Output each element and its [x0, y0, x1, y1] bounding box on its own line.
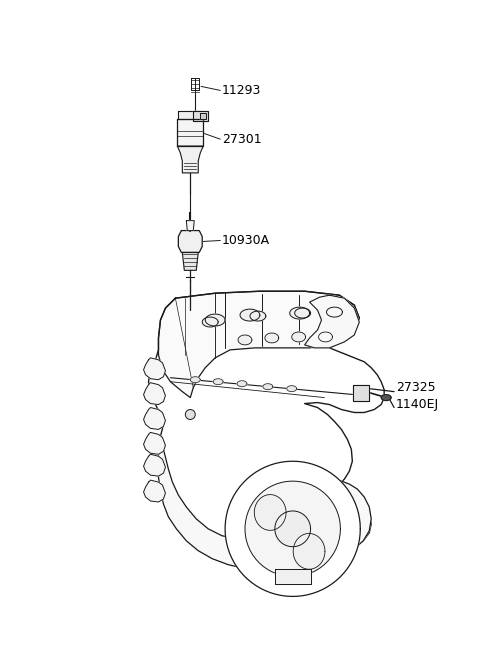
Polygon shape	[240, 309, 260, 321]
Polygon shape	[144, 480, 166, 502]
Polygon shape	[202, 317, 218, 327]
Polygon shape	[193, 112, 208, 121]
Polygon shape	[295, 308, 311, 318]
Polygon shape	[144, 382, 166, 405]
Text: 11293: 11293	[222, 84, 262, 97]
Polygon shape	[213, 379, 223, 384]
Polygon shape	[353, 384, 369, 401]
Text: 27301: 27301	[222, 133, 262, 146]
Text: 1140EJ: 1140EJ	[396, 398, 439, 411]
Polygon shape	[238, 335, 252, 345]
Polygon shape	[263, 384, 273, 390]
Polygon shape	[158, 291, 360, 398]
Polygon shape	[144, 407, 166, 430]
Polygon shape	[319, 332, 333, 342]
Polygon shape	[293, 533, 325, 569]
Polygon shape	[381, 395, 391, 401]
Polygon shape	[292, 332, 306, 342]
Text: 10930A: 10930A	[222, 234, 270, 247]
Polygon shape	[182, 253, 198, 270]
Polygon shape	[254, 495, 286, 530]
Polygon shape	[144, 432, 166, 454]
Polygon shape	[144, 358, 166, 380]
Circle shape	[185, 409, 195, 419]
Polygon shape	[237, 380, 247, 386]
Polygon shape	[200, 113, 206, 119]
Polygon shape	[186, 220, 194, 230]
Polygon shape	[179, 112, 202, 119]
Polygon shape	[290, 307, 310, 319]
Polygon shape	[245, 481, 340, 577]
Polygon shape	[178, 146, 203, 173]
Polygon shape	[225, 461, 360, 596]
Polygon shape	[305, 295, 360, 348]
Text: 27325: 27325	[396, 381, 436, 394]
Polygon shape	[287, 386, 297, 392]
Polygon shape	[205, 314, 225, 326]
Polygon shape	[144, 454, 166, 476]
Polygon shape	[275, 569, 311, 584]
Polygon shape	[191, 377, 200, 382]
Polygon shape	[265, 333, 279, 343]
Polygon shape	[179, 230, 202, 253]
Polygon shape	[275, 511, 311, 546]
Polygon shape	[326, 307, 342, 317]
Polygon shape	[158, 444, 371, 571]
Polygon shape	[178, 119, 203, 146]
Polygon shape	[148, 291, 384, 561]
Polygon shape	[250, 311, 266, 321]
